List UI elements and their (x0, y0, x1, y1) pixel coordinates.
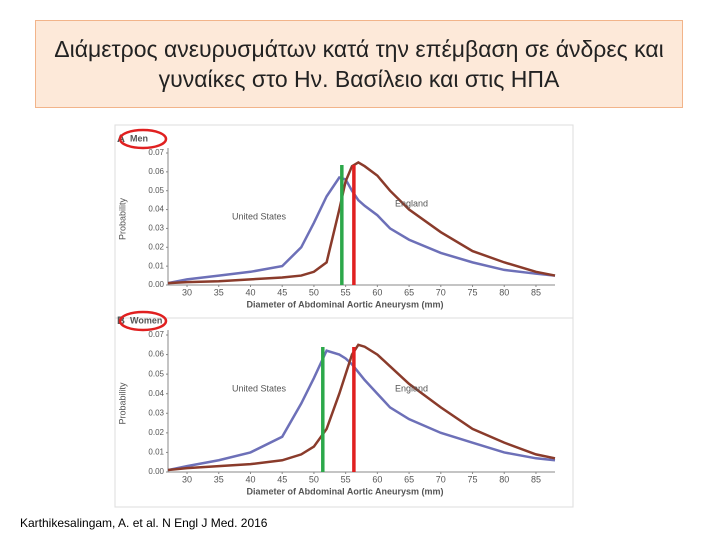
panel-title: Women (130, 315, 162, 325)
data-line (167, 160, 556, 285)
slide-title: Διάμετρος ανευρυσμάτων κατά την επέμβαση… (35, 20, 683, 108)
data-line (167, 343, 556, 472)
y-tick-label: 0.06 (148, 167, 164, 176)
x-tick-label: 80 (499, 287, 509, 297)
x-tick-label: 40 (245, 474, 255, 484)
x-tick-label: 85 (531, 287, 541, 297)
highlight-circle (118, 310, 168, 332)
y-tick-label: 0.05 (148, 369, 164, 378)
y-tick-label: 0.01 (148, 261, 164, 270)
x-tick-label: 55 (341, 287, 351, 297)
y-tick-label: 0.00 (148, 280, 164, 289)
x-tick-label: 45 (277, 474, 287, 484)
x-tick-label: 60 (372, 287, 382, 297)
series-label: United States (232, 383, 287, 393)
x-tick-label: 45 (277, 287, 287, 297)
x-tick-label: 30 (182, 474, 192, 484)
data-line (167, 349, 556, 472)
y-tick-label: 0.04 (148, 389, 164, 398)
y-tick-label: 0.03 (148, 224, 164, 233)
x-tick-label: 30 (182, 287, 192, 297)
x-axis-label: Diameter of Abdominal Aortic Aneurysm (m… (246, 486, 443, 496)
figure-frame (114, 124, 574, 508)
x-tick-label: 50 (309, 287, 319, 297)
y-tick-label: 0.01 (148, 448, 164, 457)
x-tick-label: 35 (214, 474, 224, 484)
x-tick-label: 65 (404, 287, 414, 297)
x-tick-label: 55 (341, 474, 351, 484)
x-tick-label: 70 (436, 287, 446, 297)
y-tick-label: 0.03 (148, 408, 164, 417)
highlight-circle (118, 128, 168, 150)
series-label: England (395, 383, 428, 393)
y-tick-label: 0.07 (148, 148, 164, 157)
x-tick-label: 40 (245, 287, 255, 297)
data-line (167, 176, 556, 285)
x-tick-label: 75 (468, 287, 478, 297)
x-tick-label: 70 (436, 474, 446, 484)
x-tick-label: 35 (214, 287, 224, 297)
y-tick-label: 0.04 (148, 205, 164, 214)
x-tick-label: 80 (499, 474, 509, 484)
y-axis-label: Probability (117, 382, 127, 425)
y-tick-label: 0.02 (148, 242, 164, 251)
x-tick-label: 50 (309, 474, 319, 484)
panel-title: Men (130, 133, 148, 143)
y-tick-label: 0.05 (148, 186, 164, 195)
y-tick-label: 0.02 (148, 428, 164, 437)
x-tick-label: 60 (372, 474, 382, 484)
x-tick-label: 65 (404, 474, 414, 484)
x-axis-label: Diameter of Abdominal Aortic Aneurysm (m… (246, 299, 443, 309)
y-tick-label: 0.06 (148, 350, 164, 359)
x-tick-label: 75 (468, 474, 478, 484)
y-tick-label: 0.00 (148, 467, 164, 476)
series-label: United States (232, 211, 287, 221)
citation: Karthikesalingam, A. et al. N Engl J Med… (20, 516, 268, 530)
y-axis-label: Probability (117, 197, 127, 240)
series-label: England (395, 198, 428, 208)
x-tick-label: 85 (531, 474, 541, 484)
y-tick-label: 0.07 (148, 330, 164, 339)
